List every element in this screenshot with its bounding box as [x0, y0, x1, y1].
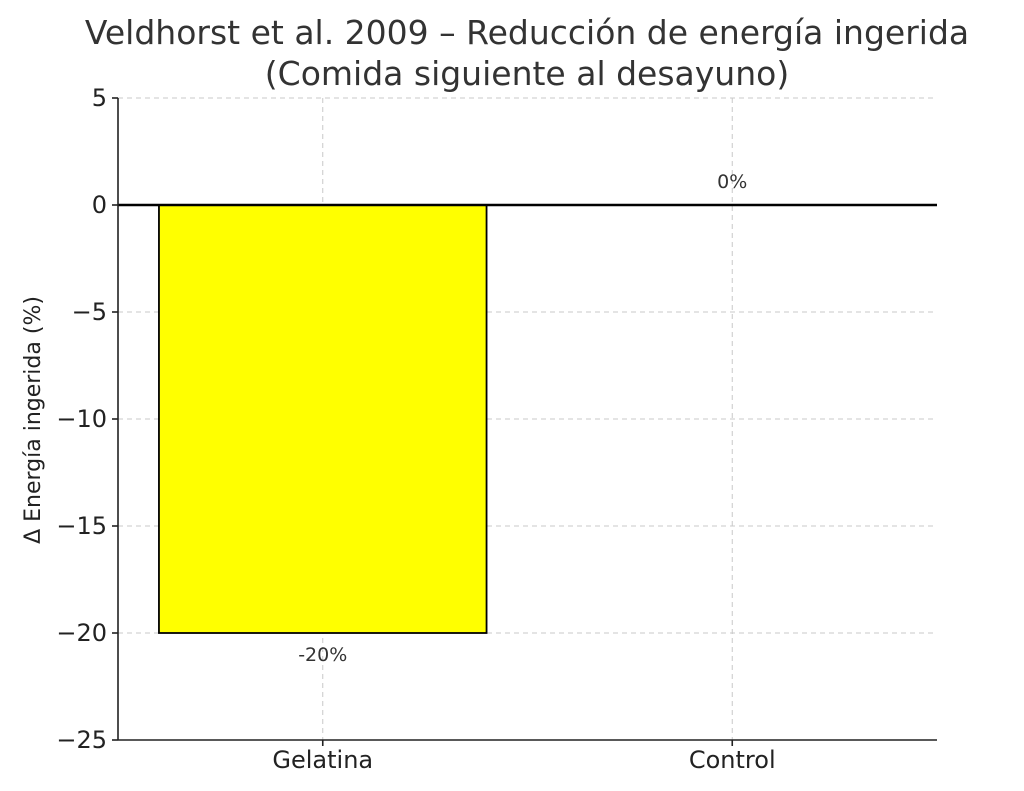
x-tick-label-gelatina: Gelatina	[272, 746, 373, 774]
chart-subtitle: (Comida siguiente al desayuno)	[265, 54, 789, 93]
bars	[158, 204, 488, 634]
data-label-control: 0%	[717, 171, 747, 193]
y-tick-label: −20	[56, 619, 107, 647]
y-tick-label: −15	[56, 512, 107, 540]
data-labels: -20% 0%	[298, 171, 747, 666]
y-tick-label: −5	[72, 298, 107, 326]
y-tick-label: −25	[56, 726, 107, 754]
x-ticks: Gelatina Control	[272, 740, 776, 774]
y-ticks: 5 0 −5 −10 −15 −20 −25	[56, 84, 118, 754]
y-tick-label: −10	[56, 405, 107, 433]
y-axis-label: Δ Energía ingerida (%)	[21, 296, 46, 544]
bar-gelatina	[158, 204, 488, 634]
y-tick-label: 0	[92, 191, 107, 219]
x-tick-label-control: Control	[689, 746, 776, 774]
y-tick-label: 5	[92, 84, 107, 112]
data-label-gelatina: -20%	[298, 644, 347, 666]
chart-title: Veldhorst et al. 2009 – Reducción de ene…	[85, 13, 969, 52]
